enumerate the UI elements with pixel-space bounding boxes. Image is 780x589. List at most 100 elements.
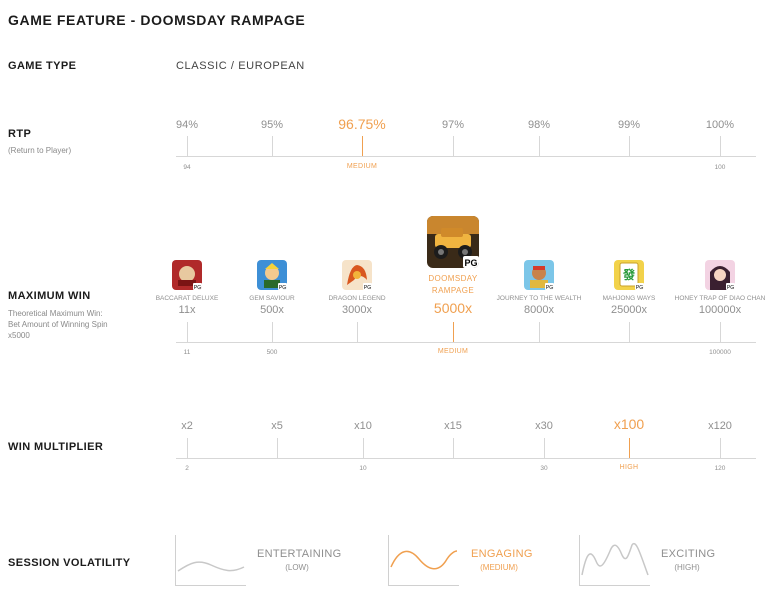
- honey-trap-of-diao-chan-icon[interactable]: PG: [705, 260, 735, 290]
- rtp-tick-line-selected: [362, 136, 363, 156]
- rtp-scale-label: MEDIUM: [346, 163, 378, 170]
- game-max-value-selected: 5000x: [433, 300, 473, 316]
- rtp-scale-min: 94: [183, 164, 191, 171]
- rtp-tick-94: 94%: [175, 119, 199, 131]
- max-win-axis: [176, 342, 756, 343]
- rtp-tick-99: 99%: [617, 119, 641, 131]
- multiplier-scale-value: 10: [359, 465, 367, 472]
- svg-text:PG: PG: [546, 285, 553, 290]
- multiplier-tick-line: [453, 438, 454, 458]
- rtp-tick-line: [539, 136, 540, 156]
- game-name: MAHJONG WAYS: [602, 295, 656, 302]
- multiplier-tick-line: [363, 438, 364, 458]
- max-win-scale-mid: 500: [266, 349, 278, 356]
- game-max-value: 11x: [178, 304, 196, 316]
- game-name: HONEY TRAP OF DIAO CHAN: [674, 295, 766, 302]
- max-win-tick-line: [539, 322, 540, 342]
- rtp-tick-97: 97%: [441, 119, 465, 131]
- volatility-name: ENTERTAINING: [257, 548, 342, 560]
- svg-text:PG: PG: [636, 285, 643, 290]
- svg-text:PG: PG: [194, 285, 201, 290]
- max-win-scale-min: 11: [183, 349, 191, 356]
- high-volatility-wave-icon: [579, 535, 650, 586]
- multiplier-tick-line: [187, 438, 188, 458]
- volatility-level: (LOW): [285, 563, 309, 572]
- rtp-tick-line: [272, 136, 273, 156]
- svg-text:PG: PG: [279, 285, 286, 290]
- page-title: GAME FEATURE - DOOMSDAY RAMPAGE: [8, 12, 306, 28]
- multiplier-scale-value: 120: [714, 465, 726, 472]
- multiplier-tick-line-selected: [629, 438, 630, 458]
- dragon-legend-icon[interactable]: PG: [342, 260, 372, 290]
- max-win-sub-2: Bet Amount of Winning Spin: [8, 320, 108, 329]
- multiplier-tick-line: [544, 438, 545, 458]
- multiplier-tick: x120: [708, 420, 732, 432]
- multiplier-tick: x5: [271, 420, 283, 432]
- multiplier-scale-value: 30: [540, 465, 548, 472]
- volatility-name: EXCITING: [661, 548, 716, 560]
- game-max-value: 100000x: [698, 304, 742, 316]
- multiplier-tick-line: [720, 438, 721, 458]
- max-win-tick-line: [629, 322, 630, 342]
- game-name: BACCARAT DELUXE: [155, 295, 219, 302]
- low-volatility-wave-icon: [175, 535, 246, 586]
- max-win-scale-max: 100000: [709, 349, 731, 356]
- max-win-tick-line: [357, 322, 358, 342]
- game-name: GEM SAVIOUR: [249, 295, 295, 302]
- game-name-selected-line2: RAMPAGE: [431, 286, 475, 295]
- game-max-value: 3000x: [342, 304, 372, 316]
- rtp-tick-98: 98%: [527, 119, 551, 131]
- svg-text:PG: PG: [464, 258, 477, 268]
- multiplier-tick: x15: [444, 420, 462, 432]
- medium-volatility-wave-icon: [388, 535, 459, 586]
- multiplier-scale-label: HIGH: [619, 464, 639, 471]
- game-max-value: 8000x: [524, 304, 554, 316]
- journey-to-the-wealth-icon[interactable]: PG: [524, 260, 554, 290]
- game-type-value: CLASSIC / EUROPEAN: [176, 60, 305, 72]
- multiplier-tick-line: [277, 438, 278, 458]
- game-name: DRAGON LEGEND: [328, 295, 386, 302]
- rtp-tick-line: [720, 136, 721, 156]
- max-win-tick-line: [720, 322, 721, 342]
- game-max-value: 500x: [260, 304, 284, 316]
- rtp-sublabel: (Return to Player): [8, 146, 72, 155]
- multiplier-tick: x30: [535, 420, 553, 432]
- multiplier-tick: x10: [354, 420, 372, 432]
- svg-text:PG: PG: [364, 285, 371, 290]
- max-win-sub-3: x5000: [8, 331, 30, 340]
- rtp-tick-95: 95%: [260, 119, 284, 131]
- svg-text:PG: PG: [727, 285, 734, 290]
- rtp-tick-line: [187, 136, 188, 156]
- max-win-label: MAXIMUM WIN: [8, 290, 91, 302]
- volatility-level-selected: (MEDIUM): [480, 563, 518, 572]
- multiplier-axis: [176, 458, 756, 459]
- multiplier-tick: x2: [181, 420, 193, 432]
- baccarat-deluxe-icon[interactable]: PG: [172, 260, 202, 290]
- multiplier-scale-value: 2: [185, 465, 189, 472]
- game-name: JOURNEY TO THE WEALTH: [496, 295, 582, 302]
- game-name-selected-line1: DOOMSDAY: [428, 274, 478, 283]
- rtp-tick-line: [629, 136, 630, 156]
- session-volatility-label: SESSION VOLATILITY: [8, 557, 131, 569]
- volatility-name-selected: ENGAGING: [471, 548, 533, 560]
- multiplier-tick-selected: x100: [613, 416, 645, 432]
- gem-saviour-icon[interactable]: PG: [257, 260, 287, 290]
- rtp-tick-selected: 96.75%: [338, 116, 386, 132]
- rtp-tick-100: 100%: [705, 119, 735, 131]
- max-win-tick-line: [272, 322, 273, 342]
- max-win-tick-line-selected: [453, 322, 454, 342]
- rtp-label: RTP: [8, 128, 32, 140]
- volatility-level: (HIGH): [674, 563, 700, 572]
- game-type-label: GAME TYPE: [8, 60, 77, 72]
- win-multiplier-label: WIN MULTIPLIER: [8, 441, 104, 453]
- mahjong-ways-icon[interactable]: 發 PG: [614, 260, 644, 290]
- doomsday-rampage-icon[interactable]: PG: [427, 216, 479, 268]
- svg-text:發: 發: [622, 267, 636, 282]
- max-win-sub-1: Theoretical Maximum Win:: [8, 309, 103, 318]
- max-win-scale-label: MEDIUM: [437, 348, 469, 355]
- game-max-value: 25000x: [610, 304, 648, 316]
- max-win-tick-line: [187, 322, 188, 342]
- rtp-axis: [176, 156, 756, 157]
- rtp-tick-line: [453, 136, 454, 156]
- rtp-scale-max: 100: [714, 164, 726, 171]
